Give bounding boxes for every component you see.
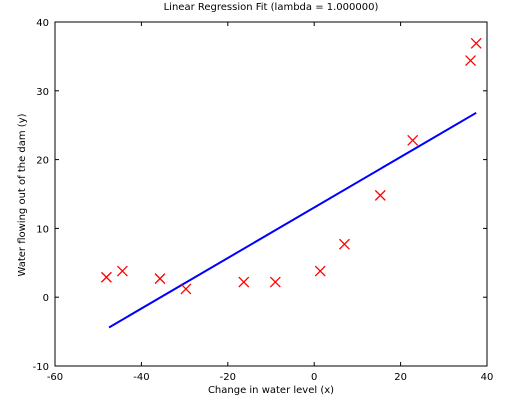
fit-line-layer [108, 111, 477, 329]
plot-frame [54, 21, 488, 367]
data-point-marker [314, 265, 326, 277]
y-tick-label: 10 [36, 224, 49, 235]
fit-line [108, 111, 477, 329]
y-tick-label: 30 [36, 87, 49, 98]
data-point-marker [269, 276, 281, 288]
x-tick-label: 20 [394, 372, 407, 383]
data-point-marker [374, 189, 386, 201]
y-axis-label: Water flowing out of the dam (y) [17, 113, 28, 276]
data-point-marker [465, 55, 477, 66]
data-points-layer [100, 37, 482, 295]
x-tick-label: 0 [311, 372, 317, 383]
data-point-marker [180, 283, 192, 295]
ticks-layer: -60 -40 -20 0 20 40 -10 0 10 20 30 40 [33, 18, 494, 383]
data-point-marker [100, 271, 112, 283]
data-point-marker [470, 37, 482, 49]
y-tick-label: 40 [36, 18, 49, 29]
x-tick-label: -40 [133, 372, 149, 383]
data-point-marker [116, 265, 128, 277]
x-axis-label: Change in water level (x) [208, 385, 334, 396]
x-tick-label: -20 [220, 372, 236, 383]
y-tick-label: -10 [33, 362, 49, 373]
chart-title: Linear Regression Fit (lambda = 1.000000… [164, 2, 379, 13]
y-tick-label: 20 [36, 156, 49, 167]
data-point-marker [407, 134, 419, 146]
x-tick-label: -60 [47, 372, 63, 383]
data-point-marker [238, 276, 250, 288]
x-tick-label: 40 [481, 372, 494, 383]
data-point-marker [154, 273, 166, 285]
y-tick-label: 0 [43, 293, 49, 304]
data-point-marker [338, 238, 350, 250]
